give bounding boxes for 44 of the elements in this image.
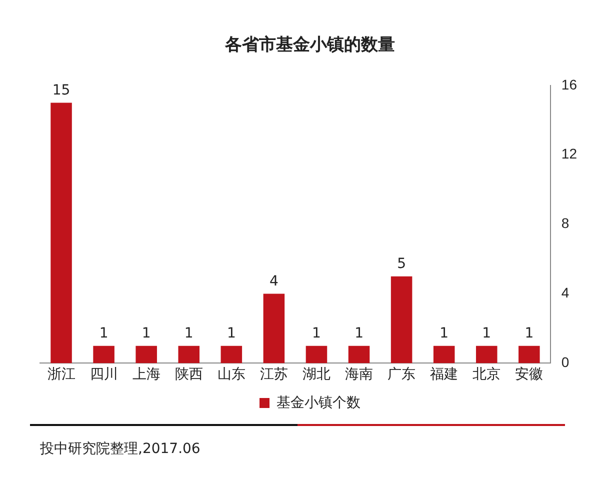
bar: [220, 346, 242, 364]
bar: [476, 346, 498, 364]
bar: [263, 294, 285, 364]
data-label: 4: [269, 273, 278, 290]
x-tick-label: 福建: [430, 365, 458, 382]
x-tick-label: 陕西: [174, 365, 203, 382]
y-tick-label: 0: [561, 354, 570, 370]
data-label: 5: [397, 256, 406, 272]
y-tick-label: 16: [561, 76, 578, 92]
x-tick-label: 四川: [90, 365, 118, 382]
data-label: 1: [184, 325, 194, 342]
x-tick-label: 安徽: [515, 365, 544, 382]
x-tick-label: 海南: [345, 365, 374, 382]
bar: [433, 346, 455, 364]
bar: [178, 346, 200, 364]
bar: [136, 346, 157, 364]
data-label: 15: [52, 82, 70, 98]
y-tick-label: 12: [561, 146, 578, 162]
text: 投中研究院整理,2017.06: [40, 440, 200, 458]
bar: [390, 276, 412, 364]
data-label: 1: [312, 325, 321, 342]
chart-title: 各省市基金小镇的数量: [224, 34, 395, 54]
bar: [518, 346, 540, 364]
x-tick-label: 上海: [132, 365, 160, 382]
data-label: 1: [440, 325, 449, 342]
x-tick-label: 广东: [388, 365, 416, 382]
data-label: 1: [354, 325, 364, 342]
x-tick-label: 山东: [217, 365, 246, 382]
x-tick-label: 浙江: [47, 365, 76, 382]
bar: [50, 102, 72, 364]
x-tick-label: 北京: [472, 365, 501, 382]
y-tick-label: 4: [561, 284, 570, 301]
data-label: 1: [226, 325, 236, 342]
bar: [348, 346, 370, 364]
data-label: 1: [142, 325, 151, 342]
y-tick-label: 8: [561, 215, 570, 232]
data-label: 1: [482, 325, 492, 342]
data-label: 1: [99, 325, 108, 342]
x-tick-label: 江苏: [260, 365, 288, 382]
bar: [306, 346, 328, 364]
x-tick-label: 湖北: [302, 365, 330, 382]
legend-label: 基金小镇个数: [276, 394, 360, 410]
bar: [93, 346, 114, 364]
data-label: 1: [524, 325, 534, 342]
